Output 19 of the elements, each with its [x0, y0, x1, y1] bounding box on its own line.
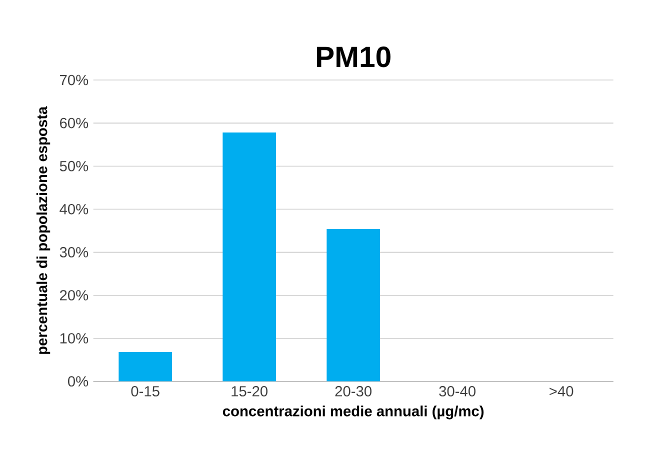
bar — [222, 132, 276, 382]
x-tick-label: 20-30 — [335, 386, 372, 396]
y-tick-label: 10% — [60, 332, 88, 344]
chart-title: PM10 — [316, 46, 390, 68]
y-tick-label: 70% — [60, 74, 88, 86]
x-tick-label: 0-15 — [131, 386, 160, 396]
y-tick-label: 20% — [60, 290, 88, 300]
y-axis-title: percentuale di popolazione esposta — [36, 106, 50, 354]
x-axis-title: concentrazioni medie annuali (µg/mc) — [222, 405, 484, 420]
x-tick-label: 15-20 — [232, 386, 268, 396]
bar — [118, 352, 172, 382]
y-tick-label: 0% — [68, 376, 88, 386]
y-tick-label: 50% — [60, 160, 88, 172]
x-tick-label: 30-40 — [439, 386, 476, 396]
y-tick-label: 30% — [60, 246, 88, 258]
bar — [326, 228, 380, 382]
x-tick-label: >40 — [550, 386, 574, 396]
y-tick-label: 40% — [60, 204, 88, 214]
y-tick-label: 60% — [60, 118, 88, 128]
